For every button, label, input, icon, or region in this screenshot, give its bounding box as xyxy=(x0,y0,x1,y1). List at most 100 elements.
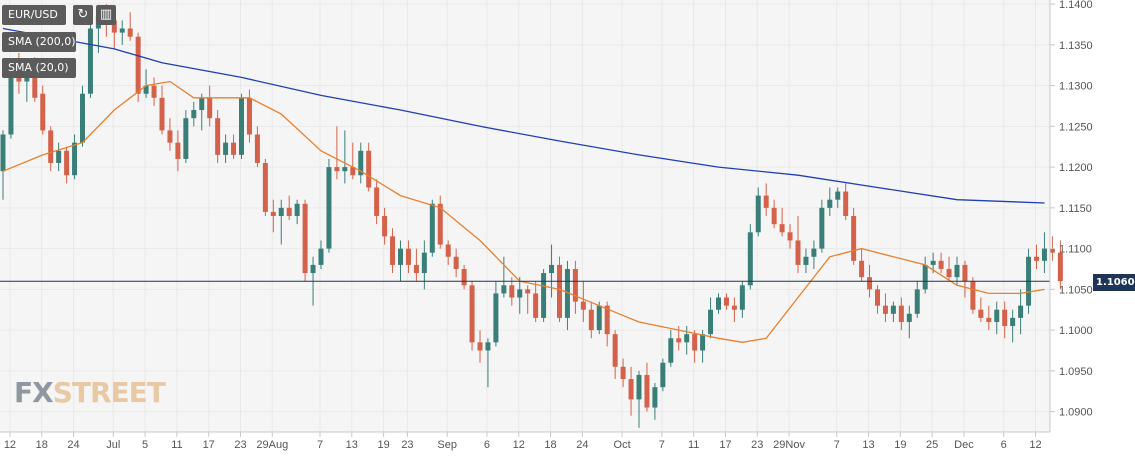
candle-up xyxy=(8,69,14,135)
candle-up xyxy=(199,97,205,111)
x-axis: 12 18 24 Jul 5 11 17 23 29Aug 7 13 19 23 Sep 6 12 18 24 Oc… xyxy=(4,432,1042,451)
candle-up xyxy=(811,248,817,257)
x-tick-label: 6 xyxy=(484,439,490,451)
candle-up xyxy=(564,268,570,318)
x-tick-label: 6 xyxy=(1001,439,1007,451)
candle-up xyxy=(827,199,833,208)
candle-down xyxy=(231,142,237,155)
x-tick-label: 12 xyxy=(4,439,16,451)
candle-down xyxy=(262,163,268,212)
candle-down xyxy=(302,203,308,274)
candle-down xyxy=(32,65,38,98)
candle-down xyxy=(938,260,944,269)
x-tick-label: 17 xyxy=(203,439,215,451)
candle-down xyxy=(453,256,459,269)
candle-down xyxy=(851,216,857,261)
candle-down xyxy=(620,366,626,380)
candle-down xyxy=(580,301,586,310)
candle-down xyxy=(1002,309,1008,327)
candle-up xyxy=(700,334,706,351)
candle-down xyxy=(612,334,618,367)
candle-up xyxy=(739,285,745,310)
candle-down xyxy=(286,207,292,216)
y-tick-label: 1.0950 xyxy=(1059,366,1093,378)
indicator-sma20[interactable]: SMA (20,0) xyxy=(2,58,76,78)
x-tick-label: 23 xyxy=(401,439,413,451)
candle-up xyxy=(72,142,78,176)
candle-down xyxy=(151,85,157,98)
candle-down xyxy=(557,264,562,318)
fxstreet-logo: FXSTREET xyxy=(14,376,166,409)
y-tick-label: 1.1250 xyxy=(1059,121,1093,133)
refresh-icon[interactable]: ↻ xyxy=(73,5,93,25)
candle-down xyxy=(875,289,880,306)
candle-down xyxy=(859,260,865,278)
x-tick-label: 24 xyxy=(576,439,588,451)
y-axis: 1.1400 1.1350 1.1300 1.1250 1.1200 1.1150 1.11… xyxy=(1050,0,1093,419)
candle-up xyxy=(183,118,189,159)
candle-up xyxy=(835,191,841,200)
x-tick-label: 23 xyxy=(234,439,246,451)
candle-up xyxy=(541,273,547,318)
y-tick-label: 1.1350 xyxy=(1059,40,1093,52)
candle-up xyxy=(922,264,928,290)
plot-background xyxy=(0,0,1050,432)
x-tick-label: 7 xyxy=(659,439,665,451)
candle-down xyxy=(986,317,992,322)
candle-down xyxy=(1057,252,1063,282)
candle-down xyxy=(882,305,888,314)
candle-up xyxy=(652,387,658,408)
candle-down xyxy=(127,28,133,37)
x-tick-label: 18 xyxy=(544,439,556,451)
y-tick-label: 1.0900 xyxy=(1059,407,1093,419)
candle-up xyxy=(223,142,229,155)
candle-down xyxy=(469,285,475,343)
candle-down xyxy=(48,130,54,164)
candle-up xyxy=(278,207,284,216)
candle-down xyxy=(628,379,634,400)
candle-up xyxy=(994,309,1000,322)
candle-up xyxy=(708,309,714,335)
candle-down xyxy=(644,374,650,408)
candle-up xyxy=(294,203,300,216)
candle-up xyxy=(517,289,523,298)
candle-down xyxy=(867,277,873,290)
candle-up xyxy=(890,305,896,314)
y-tick-label: 1.1100 xyxy=(1059,244,1092,256)
candle-down xyxy=(270,211,276,216)
candle-down xyxy=(1034,256,1039,261)
candle-up xyxy=(342,167,348,172)
candle-down xyxy=(525,289,531,294)
candle-down xyxy=(477,342,483,351)
candle-down xyxy=(898,305,904,322)
candle-down xyxy=(215,118,221,155)
candle-up xyxy=(549,264,555,274)
candle-down xyxy=(962,264,968,282)
candle-up xyxy=(358,150,364,176)
candle-down xyxy=(334,167,340,172)
candle-down xyxy=(731,305,737,310)
candle-down xyxy=(978,309,984,318)
current-price-tag: 1.1060 xyxy=(1093,274,1135,291)
candle-down xyxy=(40,93,46,131)
x-tick-label: 7 xyxy=(834,439,840,451)
candle-up xyxy=(819,207,825,249)
candle-down xyxy=(413,264,419,274)
candle-up xyxy=(493,293,499,343)
candle-down xyxy=(159,97,165,131)
candle-up xyxy=(1041,248,1047,261)
chart-type-icon[interactable]: ▥ xyxy=(96,5,116,25)
indicator-sma200[interactable]: SMA (200,0) xyxy=(2,32,76,52)
candle-down xyxy=(509,285,515,298)
y-tick-label: 1.1050 xyxy=(1059,284,1093,296)
candle-up xyxy=(310,264,316,274)
candle-down xyxy=(175,142,181,159)
candle-up xyxy=(747,232,753,286)
candle-down xyxy=(723,297,729,306)
candle-up xyxy=(239,97,244,155)
candle-down xyxy=(254,134,260,164)
symbol-button[interactable]: EUR/USD xyxy=(2,5,66,25)
x-tick-label: 11 xyxy=(171,439,182,451)
